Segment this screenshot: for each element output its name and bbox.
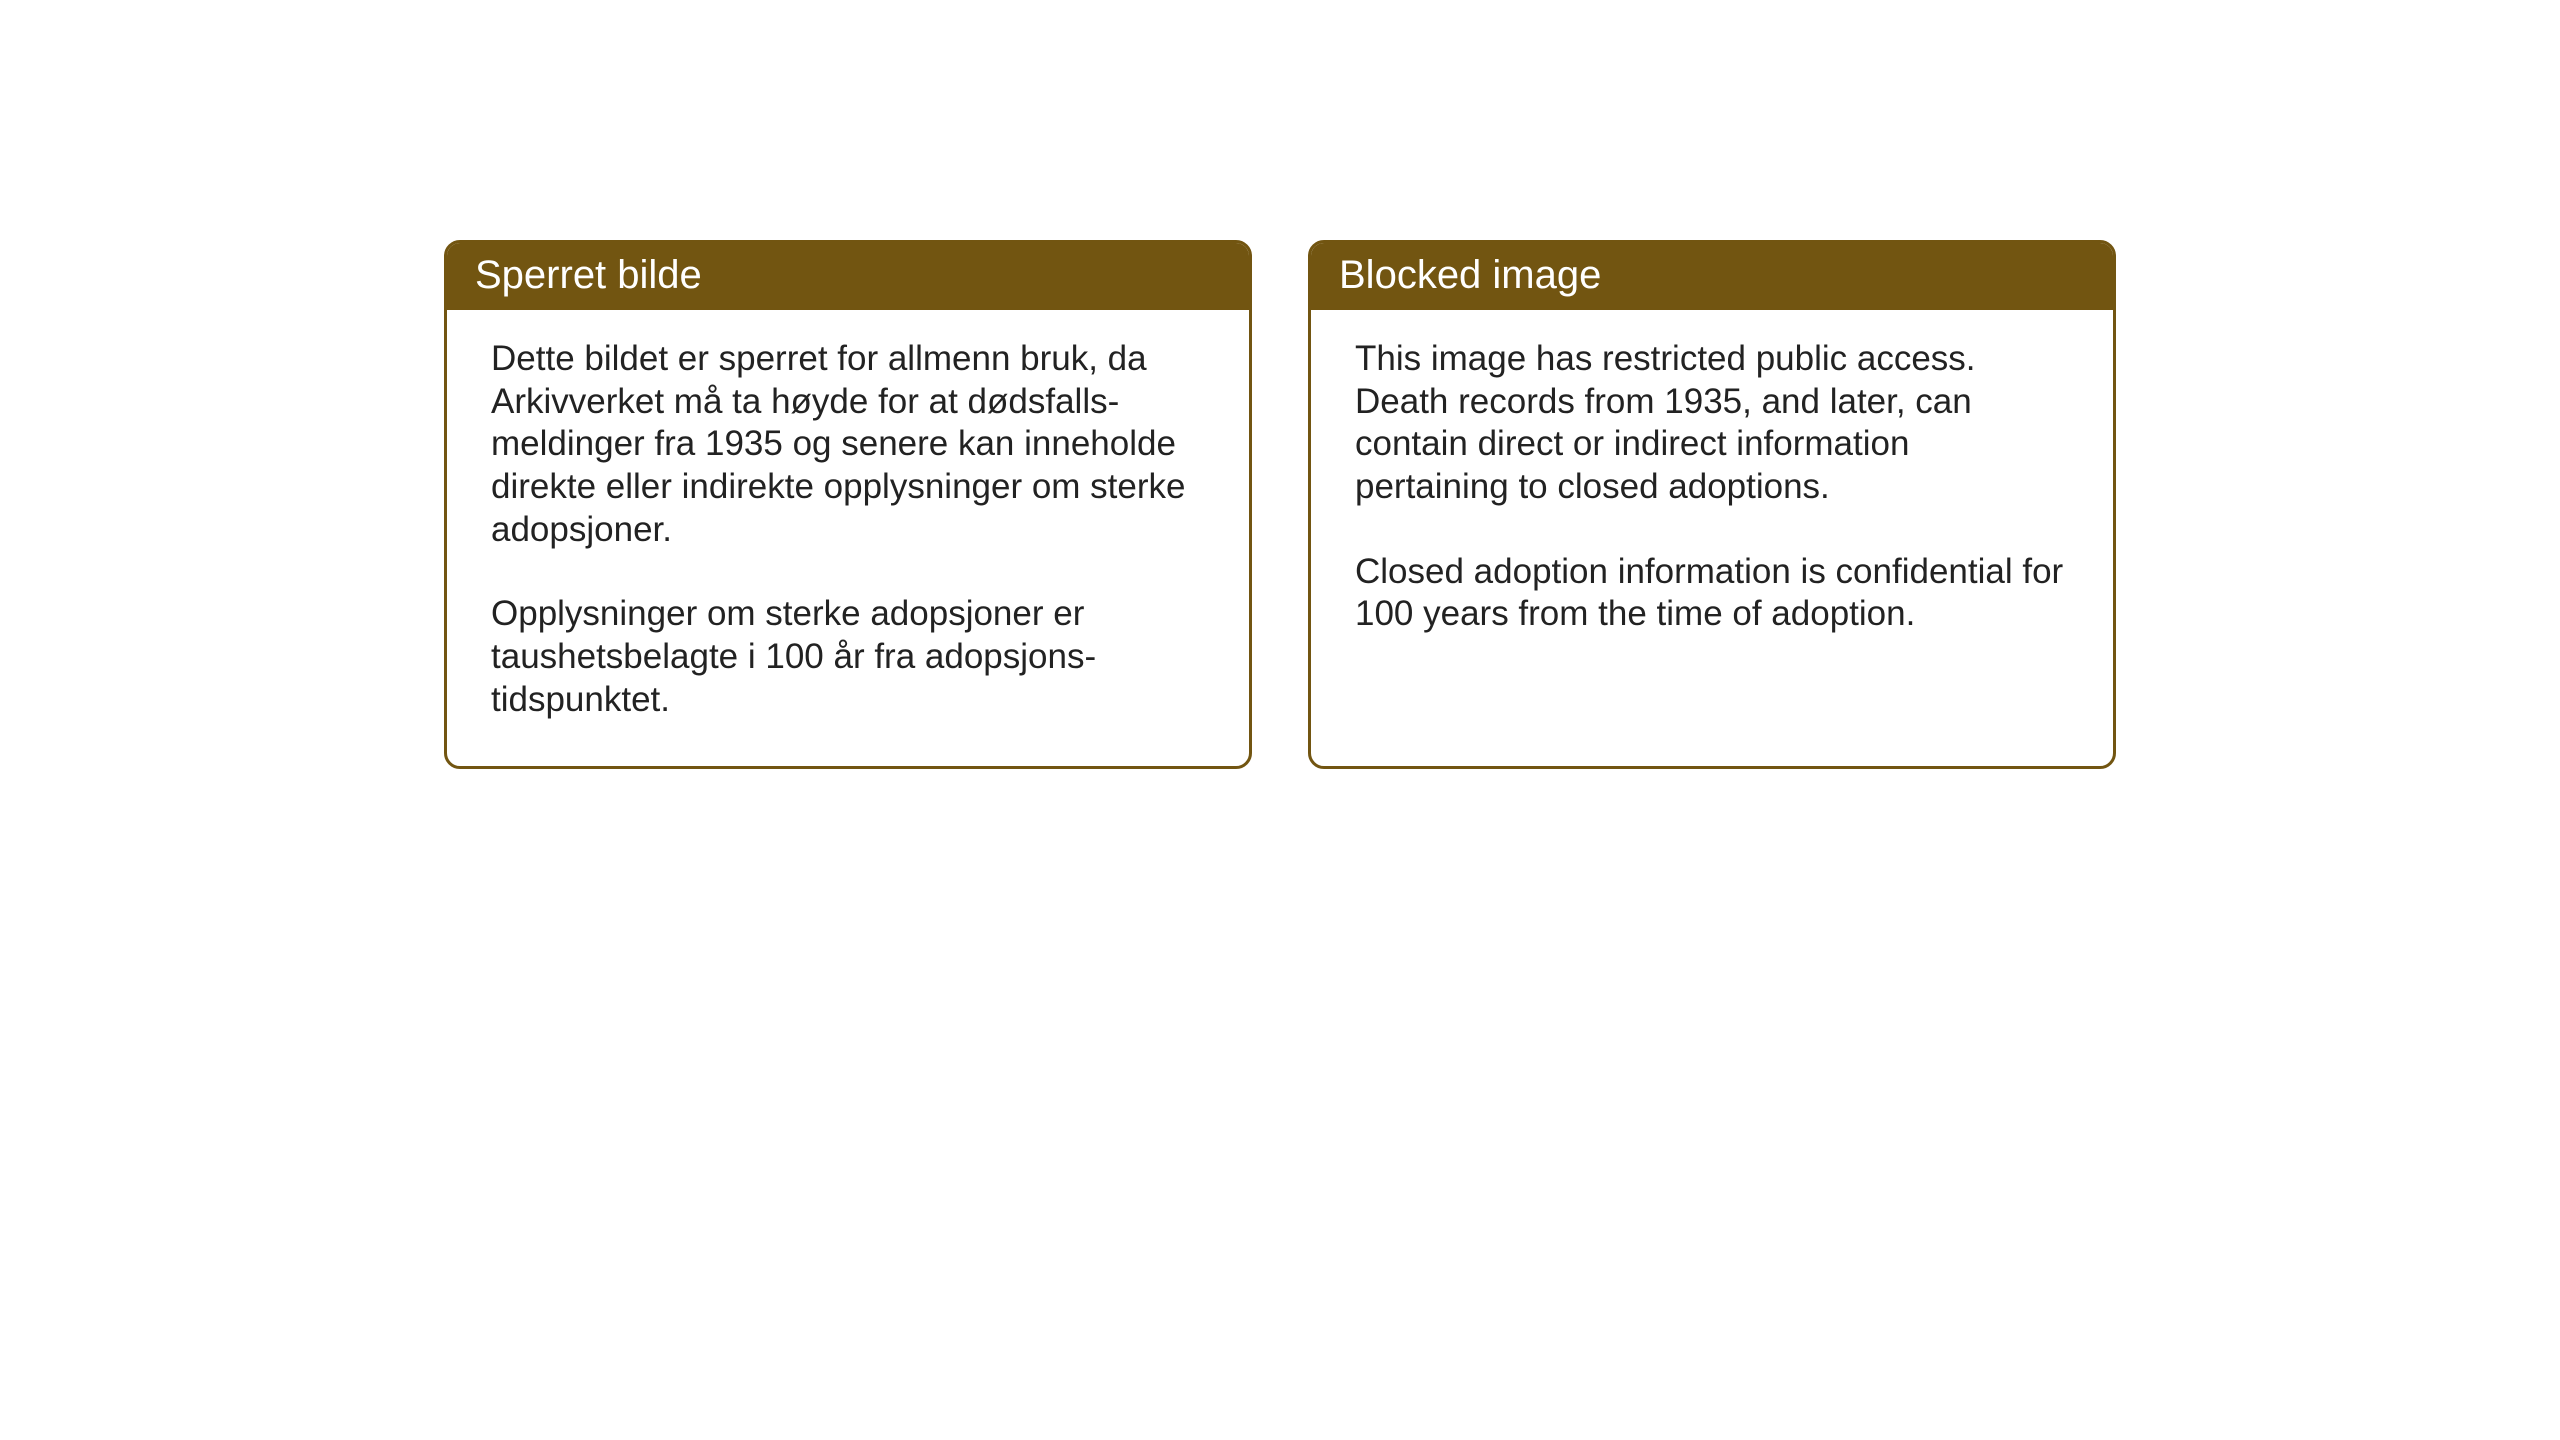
notice-paragraph-2-norwegian: Opplysninger om sterke adopsjoner er tau… — [491, 593, 1205, 721]
notice-paragraph-2-english: Closed adoption information is confident… — [1355, 551, 2069, 636]
notice-card-norwegian: Sperret bilde Dette bildet er sperret fo… — [444, 240, 1252, 769]
notice-body-english: This image has restricted public access.… — [1311, 310, 2113, 730]
notice-header-english: Blocked image — [1311, 243, 2113, 310]
notice-paragraph-1-norwegian: Dette bildet er sperret for allmenn bruk… — [491, 338, 1205, 551]
notice-title-english: Blocked image — [1339, 253, 1601, 297]
notice-container: Sperret bilde Dette bildet er sperret fo… — [444, 240, 2116, 769]
notice-body-norwegian: Dette bildet er sperret for allmenn bruk… — [447, 310, 1249, 766]
notice-paragraph-1-english: This image has restricted public access.… — [1355, 338, 2069, 509]
notice-card-english: Blocked image This image has restricted … — [1308, 240, 2116, 769]
notice-header-norwegian: Sperret bilde — [447, 243, 1249, 310]
notice-title-norwegian: Sperret bilde — [475, 253, 702, 297]
